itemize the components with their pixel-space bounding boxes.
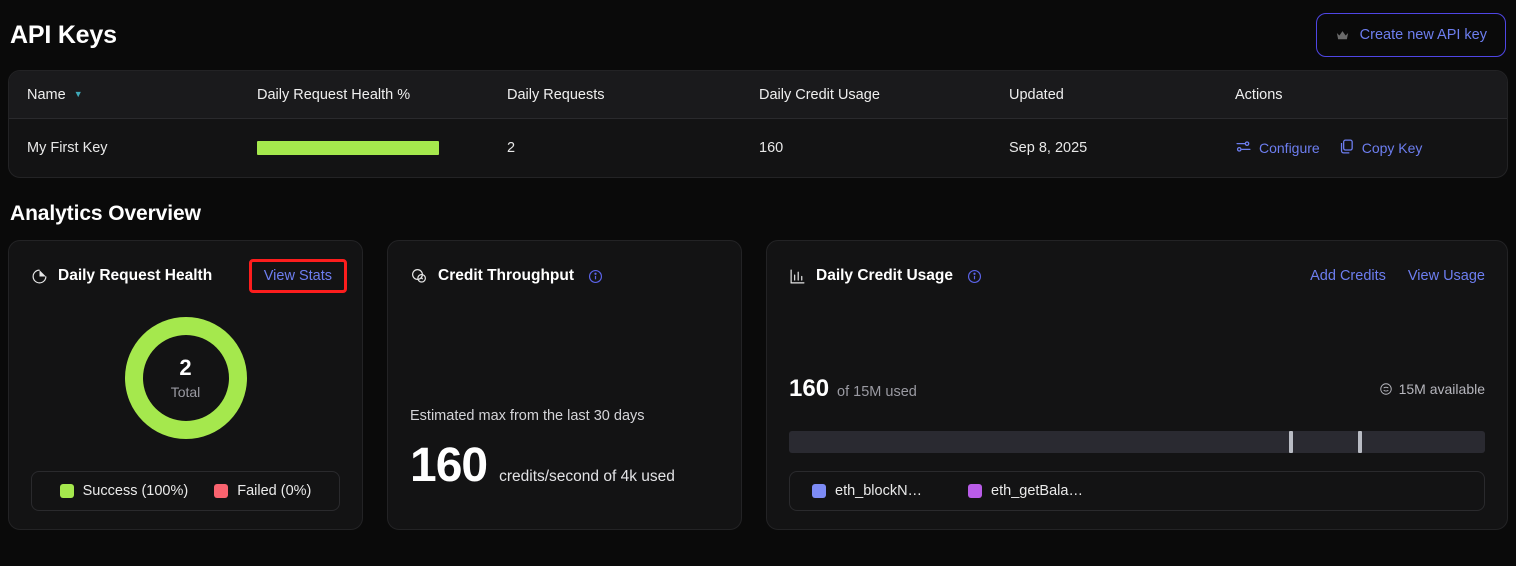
api-keys-table: Name ▼ Daily Request Health % Daily Requ… <box>8 70 1508 178</box>
donut-total-label: Total <box>170 383 201 400</box>
configure-button[interactable]: Configure <box>1235 138 1320 158</box>
column-header-health: Daily Request Health % <box>257 86 411 103</box>
legend-item-eth-getbalance: eth_getBala… <box>968 483 1083 499</box>
pie-chart-icon <box>31 268 48 285</box>
copy-icon <box>1338 138 1355 158</box>
column-header-name[interactable]: Name ▼ <box>9 87 239 103</box>
legend-swatch-eth-blocknumber <box>812 484 826 498</box>
view-stats-link[interactable]: View Stats <box>248 259 348 293</box>
copy-key-button[interactable]: Copy Key <box>1338 138 1423 158</box>
legend-swatch-failed <box>214 484 229 498</box>
sort-descending-icon[interactable]: ▼ <box>73 89 83 99</box>
health-bar-fill <box>257 141 439 155</box>
page-title: API Keys <box>10 20 117 49</box>
table-header-row: Name ▼ Daily Request Health % Daily Requ… <box>9 71 1507 119</box>
usage-card-title: Daily Credit Usage <box>816 267 953 284</box>
cell-actions: Configure Copy Key <box>1217 138 1507 158</box>
column-header-name-label: Name <box>27 86 66 103</box>
health-donut-chart: 2 Total <box>31 289 340 471</box>
column-header-updated: Updated <box>1009 86 1064 103</box>
usage-card-header: Daily Credit Usage Add Credits View Usag… <box>789 263 1485 289</box>
legend-label-failed: Failed (0%) <box>237 483 312 499</box>
coin-icon <box>1379 382 1393 396</box>
donut-total-value: 2 <box>179 355 192 381</box>
cell-key-name: My First Key <box>27 140 108 156</box>
credits-used-of: of 15M used <box>837 384 917 400</box>
health-card-title: Daily Request Health <box>58 267 213 284</box>
throughput-card-body: Estimated max from the last 30 days 160 … <box>410 289 719 511</box>
throughput-card-header: Credit Throughput <box>410 263 719 289</box>
health-legend: Success (100%) Failed (0%) <box>31 471 340 511</box>
throughput-number: 160 <box>410 439 488 492</box>
info-icon[interactable] <box>967 269 982 284</box>
legend-label-eth-getbalance: eth_getBala… <box>991 483 1083 499</box>
legend-label-eth-blocknumber: eth_blockN… <box>835 483 923 499</box>
add-credits-link[interactable]: Add Credits <box>1310 268 1386 284</box>
usage-method-legend: eth_blockN… eth_getBala… <box>789 471 1485 511</box>
daily-credit-usage-card: Daily Credit Usage Add Credits View Usag… <box>766 240 1508 530</box>
progress-tick-1 <box>1288 431 1293 453</box>
legend-swatch-success <box>59 484 74 498</box>
sliders-icon <box>1235 138 1252 158</box>
create-new-api-key-label: Create new API key <box>1359 27 1487 43</box>
health-card-header: Daily Request Health View Stats <box>31 259 348 293</box>
legend-swatch-eth-getbalance <box>968 484 983 498</box>
column-header-requests: Daily Requests <box>507 86 605 103</box>
analytics-cards: Daily Request Health View Stats 2 Total <box>8 240 1508 530</box>
column-header-actions: Actions <box>1235 86 1283 103</box>
donut-center: 2 Total <box>142 335 229 421</box>
api-keys-header: API Keys Create new API key <box>8 0 1508 70</box>
cell-updated: Sep 8, 2025 <box>1009 140 1088 156</box>
progress-tick-2 <box>1358 431 1363 453</box>
bar-chart-icon <box>789 268 806 285</box>
view-usage-link[interactable]: View Usage <box>1407 268 1485 284</box>
throughput-unit: credits/second of 4k used <box>499 468 675 485</box>
cell-daily-requests: 2 <box>507 140 516 156</box>
table-row: My First Key 2 160 Sep 8, 2025 Configure <box>9 119 1507 177</box>
legend-item-success: Success (100%) <box>59 483 189 499</box>
credits-available-label: 15M available <box>1398 381 1485 397</box>
credits-used-number: 160 <box>789 375 830 402</box>
legend-label-success: Success (100%) <box>82 483 189 499</box>
cell-health-bar <box>239 141 489 155</box>
column-header-credit-usage: Daily Credit Usage <box>759 86 880 103</box>
analytics-overview-title: Analytics Overview <box>10 202 201 225</box>
info-icon[interactable] <box>588 269 603 284</box>
throughput-card-title: Credit Throughput <box>438 267 575 284</box>
configure-label: Configure <box>1259 140 1320 156</box>
usage-card-body: 160 of 15M used 15M available <box>789 289 1485 511</box>
credit-throughput-card: Credit Throughput Estimated max from the… <box>387 240 742 530</box>
daily-request-health-card: Daily Request Health View Stats 2 Total <box>8 240 363 530</box>
legend-item-failed: Failed (0%) <box>214 483 311 499</box>
cell-daily-credit-usage: 160 <box>759 140 784 156</box>
coins-gauge-icon <box>410 267 428 285</box>
credit-usage-progress-bar <box>789 431 1485 453</box>
donut-ring: 2 Total <box>124 317 247 439</box>
crown-icon <box>1335 28 1350 43</box>
copy-key-label: Copy Key <box>1361 140 1423 156</box>
throughput-subtitle: Estimated max from the last 30 days <box>410 408 645 424</box>
credits-available: 15M available <box>1379 381 1485 397</box>
create-new-api-key-button[interactable]: Create new API key <box>1315 13 1506 57</box>
legend-item-eth-blocknumber: eth_blockN… <box>812 483 922 499</box>
